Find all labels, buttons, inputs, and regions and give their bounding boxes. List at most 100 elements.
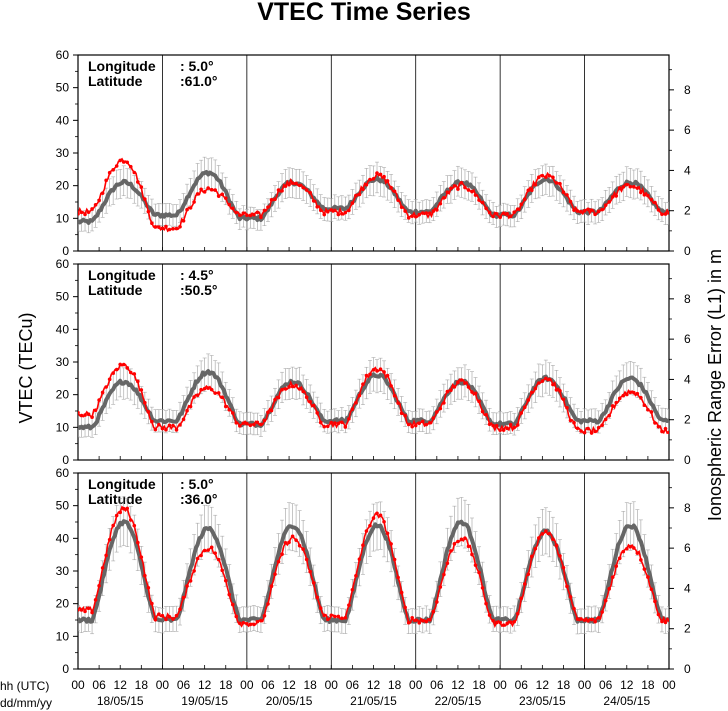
x-hour-tick-label: 18 (135, 678, 149, 692)
measured-point (452, 542, 457, 546)
measured-point (230, 206, 235, 211)
measured-point (354, 400, 358, 405)
measured-point (544, 175, 548, 179)
reference-series-line (78, 369, 669, 431)
measured-point (473, 563, 478, 567)
x-hour-tick-label: 00 (325, 678, 339, 692)
x-date-tick-label: 24/05/15 (603, 694, 650, 708)
measured-point (392, 189, 397, 194)
measured-point (540, 379, 545, 383)
measured-point (526, 188, 531, 193)
measured-point (558, 554, 562, 558)
measured-point (192, 200, 196, 204)
measured-point (438, 201, 443, 206)
x-hour-tick-label: 06 (346, 678, 360, 692)
measured-point (294, 383, 298, 388)
measured-point (241, 211, 246, 215)
x-axis: 00 06 12 18 00 06 12 18 00 06 12 18 00 06 12 18 00 06 12 18… (71, 678, 676, 708)
measured-point (610, 195, 615, 199)
measured-point (78, 410, 80, 415)
measured-point (104, 553, 108, 558)
measured-point (491, 214, 495, 219)
y2-tick-label: 4 (684, 372, 691, 386)
measured-point (487, 613, 492, 617)
measured-point (199, 187, 203, 192)
measured-point (403, 413, 407, 418)
y-tick-label: 50 (56, 290, 70, 304)
x-hour-tick-label: 12 (536, 678, 550, 692)
measured-point (350, 201, 355, 205)
measured-point (452, 385, 457, 389)
measured-point (515, 423, 520, 427)
measured-point (273, 197, 277, 202)
measured-point (438, 406, 443, 411)
measured-point (445, 190, 450, 194)
measured-point (86, 412, 91, 417)
measured-point (220, 192, 225, 197)
measured-point (477, 570, 481, 575)
y-tick-label: 50 (56, 81, 70, 95)
measured-point (150, 419, 154, 424)
measured-point (192, 395, 196, 399)
measured-point (484, 206, 488, 211)
measured-point (143, 400, 147, 405)
measured-point (385, 531, 390, 536)
measured-point (522, 197, 527, 202)
measured-point (259, 618, 263, 623)
measured-point (494, 423, 499, 428)
measured-point (340, 212, 344, 216)
measured-point (375, 511, 379, 516)
measured-point (90, 610, 94, 615)
reference-error-bars (78, 156, 669, 234)
measured-point (466, 385, 471, 389)
measured-point (199, 553, 203, 558)
measured-point (459, 537, 464, 542)
measured-point (255, 210, 260, 215)
measured-point (252, 212, 256, 217)
x-hour-tick-label: 18 (303, 678, 317, 692)
measured-point (558, 181, 562, 186)
y-tick-label: 60 (56, 257, 70, 271)
measured-point (660, 212, 664, 217)
measured-point (104, 385, 108, 389)
measured-point (171, 227, 175, 231)
measured-point (269, 408, 274, 413)
measured-point (153, 225, 158, 229)
measured-point (262, 208, 267, 213)
measured-point (635, 391, 640, 396)
measured-point (533, 182, 538, 187)
measured-point (649, 197, 654, 202)
measured-point (241, 421, 246, 425)
measured-point (107, 377, 112, 382)
measured-point (139, 185, 144, 189)
measured-point (596, 209, 601, 214)
measured-point (413, 618, 418, 622)
measured-point (297, 183, 302, 188)
measured-point (90, 415, 94, 419)
measured-point (283, 387, 288, 391)
measured-point (318, 606, 323, 611)
measured-point (100, 191, 105, 195)
y2-tick-label: 2 (684, 204, 691, 218)
measured-point (607, 587, 611, 591)
measured-point (656, 208, 661, 212)
measured-point (357, 192, 362, 197)
measured-point (347, 603, 351, 607)
measured-point (83, 413, 87, 417)
measured-point (435, 208, 439, 212)
measured-point (617, 556, 622, 561)
measured-point (333, 614, 337, 619)
measured-point (547, 531, 552, 536)
measured-point (459, 378, 464, 382)
y2-tick-label: 0 (684, 244, 691, 258)
measured-point (171, 423, 175, 428)
measured-point (586, 619, 590, 623)
x-date-tick-label: 23/05/15 (519, 694, 566, 708)
measured-point (413, 214, 418, 219)
measured-point (498, 620, 502, 625)
measured-point (406, 422, 411, 427)
measured-point (238, 213, 242, 217)
x-axis-hour-label: hh (UTC) (0, 679, 49, 693)
measured-point (252, 622, 256, 627)
measured-point (470, 189, 474, 194)
